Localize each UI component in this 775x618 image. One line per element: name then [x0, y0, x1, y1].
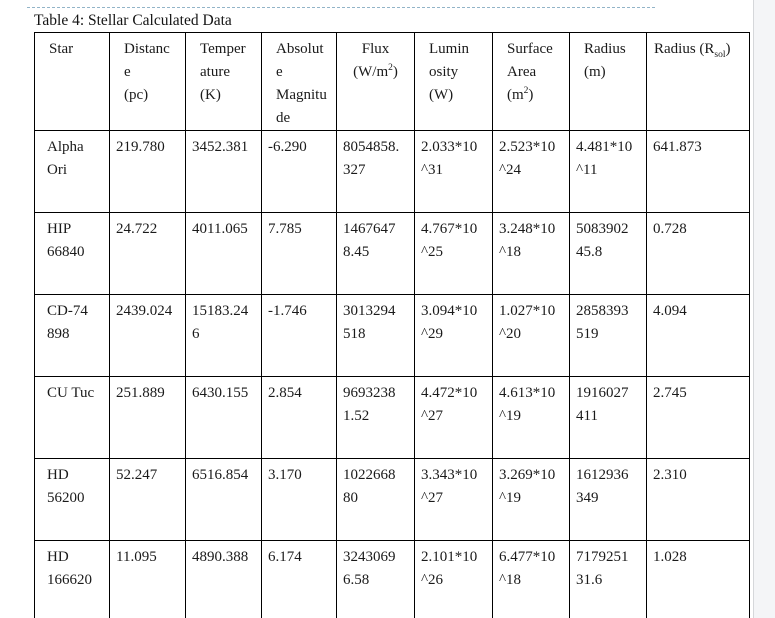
table-cell: 219.780 — [109, 130, 186, 213]
table-row: HD 166620 11.095 4890.388 6.174 3243069 6.58… — [34, 540, 750, 618]
table-cell: 3452.381 — [185, 130, 262, 213]
document-content: Table 4: Stellar Calculated Data Star Dis… — [34, 11, 750, 618]
table-row: HD 56200 52.247 6516.854 3.170 1022668 80 3.3… — [34, 458, 750, 541]
table-cell: 3.170 — [261, 458, 337, 541]
table-cell: 2.745 — [646, 376, 750, 459]
header-row: Star Distanc e (pc) Temper ature (K) Absolut e Ma… — [34, 32, 750, 131]
table-cell: 1.027*10 ^20 — [492, 294, 570, 377]
column-header: Lumin osity (W) — [414, 32, 493, 131]
table-cell: 3243069 6.58 — [336, 540, 415, 618]
table-cell: 3.269*10 ^19 — [492, 458, 570, 541]
table-cell: 24.722 — [109, 212, 186, 295]
table-cell: 2.101*10 ^26 — [414, 540, 493, 618]
table-cell: 3013294 518 — [336, 294, 415, 377]
table-cell: 1022668 80 — [336, 458, 415, 541]
table-cell: 4.472*10 ^27 — [414, 376, 493, 459]
table-cell: 9693238 1.52 — [336, 376, 415, 459]
table-cell: HD 166620 — [34, 540, 110, 618]
table-cell: 2.854 — [261, 376, 337, 459]
table-cell: 15183.24 6 — [185, 294, 262, 377]
page-break-dashed-line — [27, 7, 655, 8]
column-header: Flux (W/m2) — [336, 32, 415, 131]
table-cell: 2439.024 — [109, 294, 186, 377]
table-cell: 4.481*10 ^11 — [569, 130, 647, 213]
table-cell: 6516.854 — [185, 458, 262, 541]
table-cell: 3.343*10 ^27 — [414, 458, 493, 541]
column-header: Star — [34, 32, 110, 131]
table-cell: 2.033*10 ^31 — [414, 130, 493, 213]
table-cell: 7.785 — [261, 212, 337, 295]
column-header: Surface Area (m2) — [492, 32, 570, 131]
table-body: Alpha Ori 219.780 3452.381 -6.290 8054858. 3… — [34, 130, 750, 618]
table-row: Alpha Ori 219.780 3452.381 -6.290 8054858. 3… — [34, 130, 750, 213]
table-cell: 2.310 — [646, 458, 750, 541]
table-cell: 52.247 — [109, 458, 186, 541]
table-cell: -1.746 — [261, 294, 337, 377]
table-cell: 6.477*10 ^18 — [492, 540, 570, 618]
table-cell: 5083902 45.8 — [569, 212, 647, 295]
column-header: Radius (m) — [569, 32, 647, 131]
table-cell: 4011.065 — [185, 212, 262, 295]
table-cell: 4.613*10 ^19 — [492, 376, 570, 459]
table-cell: Alpha Ori — [34, 130, 110, 213]
table-row: CU Tuc 251.889 6430.155 2.854 9693238 1.52 4.… — [34, 376, 750, 459]
table-cell: 641.873 — [646, 130, 750, 213]
table-cell: 2.523*10 ^24 — [492, 130, 570, 213]
column-header: Absolut e Magnitu de — [261, 32, 337, 131]
table-cell: 1916027 411 — [569, 376, 647, 459]
table-cell: 6.174 — [261, 540, 337, 618]
table-cell: 7179251 31.6 — [569, 540, 647, 618]
table-cell: 2858393 519 — [569, 294, 647, 377]
stellar-data-table: Star Distanc e (pc) Temper ature (K) Absolut e Ma… — [34, 32, 750, 618]
table-cell: 4.767*10 ^25 — [414, 212, 493, 295]
table-cell: 11.095 — [109, 540, 186, 618]
table-cell: 1.028 — [646, 540, 750, 618]
table-cell: 0.728 — [646, 212, 750, 295]
table-row: HIP 66840 24.722 4011.065 7.785 1467647 8.45… — [34, 212, 750, 295]
table-cell: 4.094 — [646, 294, 750, 377]
table-cell: HIP 66840 — [34, 212, 110, 295]
table-cell: CU Tuc — [34, 376, 110, 459]
table-cell: 3.248*10 ^18 — [492, 212, 570, 295]
table-cell: CD-74 898 — [34, 294, 110, 377]
table-caption: Table 4: Stellar Calculated Data — [34, 12, 232, 29]
table-cell: 251.889 — [109, 376, 186, 459]
table-cell: 4890.388 — [185, 540, 262, 618]
table-cell: -6.290 — [261, 130, 337, 213]
table-cell: 8054858. 327 — [336, 130, 415, 213]
table-cell: 3.094*10 ^29 — [414, 294, 493, 377]
column-header: Temper ature (K) — [185, 32, 262, 131]
table-cell: 1467647 8.45 — [336, 212, 415, 295]
column-header: Distanc e (pc) — [109, 32, 186, 131]
table-cell: HD 56200 — [34, 458, 110, 541]
column-header: Radius (Rsol) — [646, 32, 750, 131]
table-cell: 6430.155 — [185, 376, 262, 459]
table-row: CD-74 898 2439.024 15183.24 6 -1.746 3013294… — [34, 294, 750, 377]
scrollbar-track[interactable] — [753, 0, 775, 618]
table-cell: 1612936 349 — [569, 458, 647, 541]
